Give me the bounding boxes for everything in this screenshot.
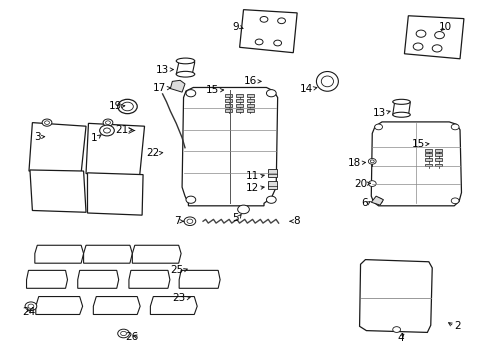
- Circle shape: [374, 198, 382, 204]
- Polygon shape: [179, 270, 220, 288]
- Circle shape: [118, 329, 129, 338]
- Bar: [434, 153, 441, 156]
- Circle shape: [374, 124, 382, 130]
- Text: 7: 7: [174, 216, 181, 226]
- Polygon shape: [129, 270, 169, 288]
- Ellipse shape: [392, 99, 409, 104]
- Text: 9: 9: [231, 22, 238, 32]
- Circle shape: [266, 196, 276, 203]
- Text: 19: 19: [108, 101, 122, 111]
- Bar: [267, 181, 276, 189]
- Text: 20: 20: [353, 179, 366, 189]
- Text: 17: 17: [153, 83, 166, 93]
- Text: 10: 10: [438, 22, 451, 32]
- Bar: [267, 169, 276, 177]
- Circle shape: [185, 196, 195, 203]
- Polygon shape: [170, 80, 184, 92]
- Polygon shape: [150, 297, 197, 315]
- Bar: [434, 163, 441, 166]
- Polygon shape: [30, 170, 86, 212]
- Circle shape: [100, 125, 114, 136]
- Bar: [246, 99, 253, 102]
- Circle shape: [237, 205, 249, 214]
- Text: 13: 13: [156, 64, 169, 75]
- Ellipse shape: [316, 72, 338, 91]
- Bar: [434, 158, 441, 161]
- Text: 6: 6: [360, 198, 366, 208]
- Bar: [236, 99, 243, 102]
- Bar: [425, 153, 431, 156]
- Polygon shape: [83, 245, 132, 263]
- Text: 18: 18: [347, 158, 361, 168]
- Bar: [425, 158, 431, 161]
- Circle shape: [103, 119, 113, 126]
- Ellipse shape: [392, 112, 409, 117]
- Text: 15: 15: [205, 85, 219, 95]
- Bar: [246, 94, 253, 97]
- Polygon shape: [176, 61, 194, 76]
- Bar: [236, 109, 243, 112]
- Polygon shape: [370, 196, 383, 205]
- Circle shape: [367, 181, 375, 186]
- Polygon shape: [93, 297, 140, 315]
- Text: 11: 11: [245, 171, 259, 181]
- Polygon shape: [86, 123, 144, 176]
- Polygon shape: [36, 297, 82, 315]
- Polygon shape: [26, 270, 67, 288]
- Polygon shape: [132, 245, 181, 263]
- Bar: [425, 149, 431, 152]
- Text: 5: 5: [231, 213, 238, 222]
- Text: 25: 25: [170, 265, 183, 275]
- Circle shape: [185, 90, 195, 97]
- Bar: [225, 94, 232, 97]
- Text: 13: 13: [372, 108, 385, 118]
- Text: 4: 4: [396, 333, 403, 343]
- Bar: [225, 104, 232, 107]
- Text: 2: 2: [453, 321, 460, 331]
- Text: 14: 14: [299, 84, 312, 94]
- Polygon shape: [35, 245, 83, 263]
- Text: 26: 26: [125, 332, 138, 342]
- Text: 15: 15: [411, 139, 424, 149]
- Ellipse shape: [176, 71, 194, 77]
- Circle shape: [25, 302, 37, 311]
- Text: 24: 24: [22, 307, 36, 317]
- Circle shape: [450, 198, 458, 204]
- Polygon shape: [392, 102, 409, 116]
- Circle shape: [392, 327, 400, 332]
- Circle shape: [450, 124, 458, 130]
- Text: 1: 1: [90, 133, 97, 143]
- Bar: [236, 94, 243, 97]
- Polygon shape: [78, 270, 119, 288]
- Bar: [434, 149, 441, 152]
- Bar: [246, 104, 253, 107]
- Bar: [225, 109, 232, 112]
- Text: 16: 16: [244, 76, 257, 86]
- Polygon shape: [359, 260, 431, 332]
- Polygon shape: [29, 123, 86, 173]
- Text: 21: 21: [115, 125, 128, 135]
- Bar: [236, 104, 243, 107]
- Polygon shape: [87, 173, 143, 215]
- Text: 3: 3: [34, 132, 41, 142]
- Text: 23: 23: [172, 293, 185, 303]
- Bar: [425, 163, 431, 166]
- Ellipse shape: [176, 58, 194, 64]
- Text: 12: 12: [245, 183, 259, 193]
- Bar: [225, 99, 232, 102]
- Circle shape: [266, 90, 276, 97]
- Text: 22: 22: [145, 148, 159, 158]
- Bar: [246, 109, 253, 112]
- Circle shape: [367, 158, 375, 164]
- Circle shape: [42, 119, 52, 126]
- Circle shape: [183, 217, 195, 226]
- Text: 8: 8: [293, 216, 299, 226]
